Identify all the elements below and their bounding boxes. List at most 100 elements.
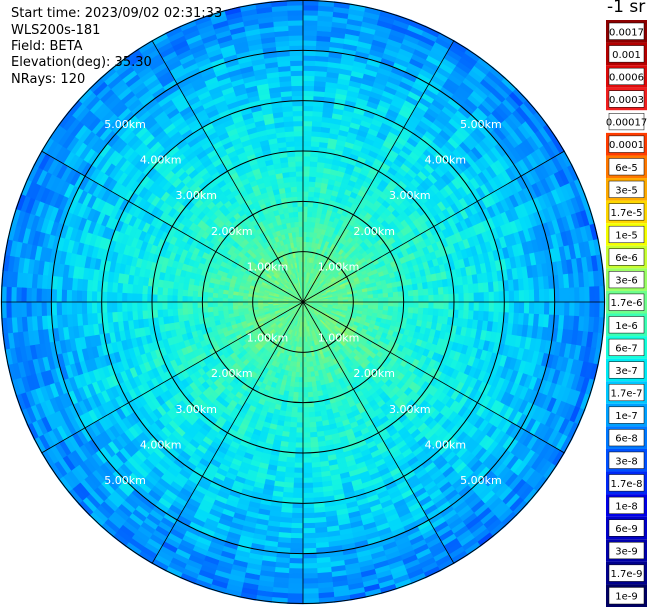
ppi-cell [297, 387, 304, 393]
ppi-cell [438, 294, 445, 303]
ppi-cell [302, 362, 307, 368]
ppi-cell [310, 155, 319, 163]
ppi-cell [388, 301, 394, 308]
ppi-cell [290, 416, 298, 423]
ppi-cell [302, 356, 307, 363]
ppi-cell [579, 301, 586, 318]
ppi-cell [309, 165, 318, 173]
ppi-cell [564, 301, 571, 317]
ppi-cell [352, 298, 359, 303]
ppi-cell [302, 95, 315, 102]
ppi-cell [373, 301, 379, 307]
ppi-cell [309, 436, 319, 444]
ppi-cell [309, 170, 318, 178]
ppi-cell [302, 427, 311, 434]
ppi-cell [398, 296, 404, 303]
ppi-cell [289, 547, 304, 554]
ppi-cell [298, 382, 304, 388]
ppi-cell [311, 386, 318, 393]
ppi-cell [518, 301, 525, 314]
ppi-cell [302, 563, 318, 570]
ppi-cell [306, 381, 313, 388]
ppi-cell [302, 532, 316, 539]
ppi-cell [302, 351, 307, 358]
ppi-cell [302, 392, 309, 398]
ppi-cell [302, 382, 308, 388]
ppi-cell [302, 221, 308, 227]
ppi-cell [498, 301, 505, 313]
ppi-cell [302, 412, 310, 419]
ppi-cell [293, 472, 304, 479]
ppi-cell [543, 288, 550, 303]
ppi-cell [528, 301, 535, 315]
ppi-cell [589, 286, 596, 303]
ppi-cell [443, 294, 450, 303]
ppi-cell [307, 206, 314, 213]
ppi-cell [309, 426, 318, 434]
ppi-cell [291, 502, 304, 509]
ppi-cell [288, 573, 304, 580]
ppi-cell [518, 290, 525, 303]
ppi-cell [302, 462, 313, 469]
ppi-cell [302, 492, 314, 499]
ppi-cell [548, 288, 555, 303]
ppi-cell [293, 386, 299, 393]
ppi-cell [302, 442, 311, 449]
ppi-cell [589, 301, 596, 318]
ppi-cell [302, 9, 319, 16]
ppi-cell [302, 588, 319, 595]
ppi-cell [533, 301, 540, 315]
ppi-cell [437, 286, 445, 296]
ppi-cell [483, 301, 490, 313]
ppi-cell [473, 292, 480, 303]
ppi-cell [594, 286, 601, 303]
ppi-cell [291, 406, 298, 413]
ppi-cell [453, 293, 460, 303]
ppi-cell [302, 447, 312, 454]
ppi-cell [569, 301, 576, 317]
ppi-cell [403, 296, 410, 303]
ppi-cell [302, 190, 310, 197]
ppi-cell [513, 301, 520, 314]
ppi-cell [302, 55, 317, 62]
ppi-cell [442, 286, 450, 295]
ppi-cell [432, 308, 440, 317]
ppi-cell [289, 421, 297, 428]
ppi-cell [473, 301, 480, 312]
ppi-cell [468, 292, 475, 303]
ppi-cell [292, 497, 304, 504]
ppi-cell [368, 301, 374, 307]
ppi-cell [413, 295, 420, 303]
ppi-cell [298, 367, 304, 373]
ppi-cell [302, 517, 315, 524]
ppi-cell [418, 301, 425, 309]
ppi-cell [392, 306, 399, 313]
ppi-cell [413, 301, 420, 309]
ppi-cell [302, 115, 314, 122]
ppi-cell [311, 381, 317, 388]
ppi-cell [302, 522, 316, 529]
ppi-cell [306, 366, 311, 373]
ppi-cell [302, 130, 313, 137]
ppi-cell [308, 181, 316, 188]
ppi-cell [295, 442, 304, 449]
ppi-cell [302, 140, 312, 147]
ppi-cell [293, 462, 304, 469]
ppi-cell [382, 292, 389, 299]
ppi-cell [289, 542, 304, 549]
ppi-cell [302, 90, 315, 97]
ppi-cell [498, 291, 505, 303]
ppi-cell [407, 290, 414, 297]
ppi-cell [302, 502, 315, 509]
ppi-cell [288, 426, 297, 434]
ppi-cell [302, 24, 318, 31]
ppi-cell [302, 583, 319, 590]
ppi-cell [287, 588, 304, 595]
ppi-cell [543, 301, 550, 316]
ppi-cell [478, 301, 485, 312]
ppi-cell [393, 301, 399, 308]
ppi-cell [294, 452, 304, 459]
ppi-cell [302, 195, 309, 202]
ppi-cell [478, 292, 485, 303]
ppi-cell [302, 417, 310, 424]
